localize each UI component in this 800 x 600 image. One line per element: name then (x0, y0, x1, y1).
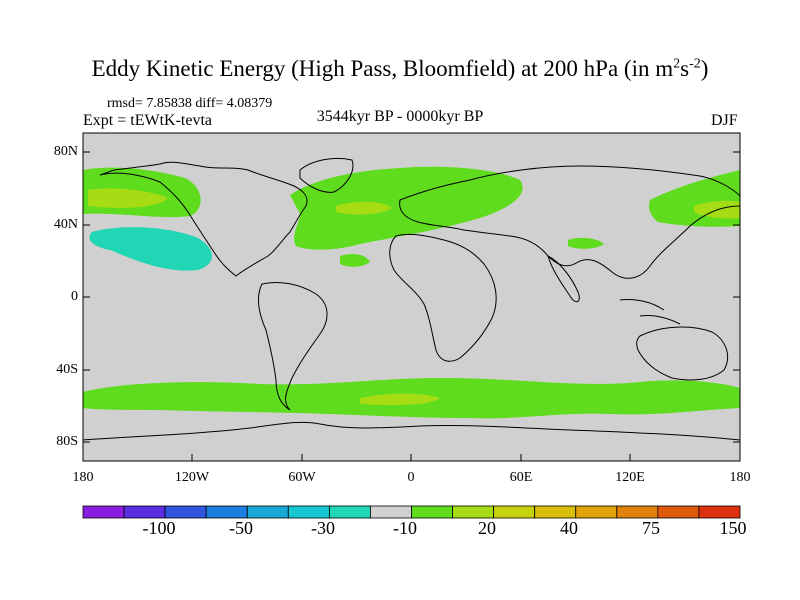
anomaly-region-asia-patch (568, 237, 604, 249)
coastline-india (547, 255, 580, 303)
colorbar-label: -50 (229, 518, 253, 538)
colorbar-swatch (452, 505, 495, 519)
coastline-south-america (258, 281, 328, 411)
colorbar-swatch (657, 505, 700, 519)
lon-label-0: 0 (407, 470, 415, 485)
lat-label-40s: 40S (56, 362, 78, 377)
colorbar-swatch (370, 505, 412, 519)
lon-label-180w: 180 (72, 470, 94, 485)
colorbar-swatch (616, 505, 659, 519)
colorbar-swatch (411, 505, 453, 519)
anomaly-region-n-atlantic (290, 166, 523, 250)
lon-label-120w: 120W (174, 470, 210, 485)
colorbar-swatch (534, 505, 577, 519)
colorbar-label: -30 (311, 518, 335, 538)
lon-ticks (82, 454, 741, 461)
colorbar-label: 40 (560, 518, 578, 538)
lon-label-60w: 60W (288, 470, 316, 485)
coastline-greenland (299, 157, 354, 193)
period-label: 3544kyr BP - 0000kyr BP (316, 108, 484, 125)
colorbar-swatch (123, 505, 166, 519)
colorbar-swatch (493, 505, 536, 519)
lon-label-60e: 60E (509, 470, 533, 485)
coastline-antarctica (83, 421, 740, 441)
coastline-australia (636, 326, 728, 381)
lat-label-40n: 40N (53, 217, 78, 232)
colorbar-label: 150 (719, 518, 747, 538)
colorbar-swatch (164, 505, 207, 519)
colorbar-swatch (575, 505, 618, 519)
colorbar-swatch (328, 505, 371, 519)
lon-label-180e: 180 (729, 470, 751, 485)
season-label: DJF (711, 112, 738, 129)
anomaly-region-n-atlantic-core (336, 201, 392, 215)
anomaly-region-southern-core (360, 393, 440, 406)
lon-label-120e: 120E (615, 470, 645, 485)
lat-label-80s: 80S (56, 434, 78, 449)
colorbar-label: 75 (642, 518, 660, 538)
lat-label-0: 0 (71, 289, 78, 304)
lat-ticks (83, 151, 740, 443)
colorbar-label: -100 (142, 518, 176, 538)
colorbar-swatch (698, 505, 741, 519)
experiment-label: Expt = tEWtK-tevta (83, 112, 212, 129)
coastline-north-america (99, 161, 308, 277)
anomaly-region-n-pacific-west-core (88, 188, 168, 208)
colorbar-swatch (246, 505, 289, 519)
map-title: Eddy Kinetic Energy (High Pass, Bloomfie… (91, 56, 709, 81)
lat-label-80n: 80N (53, 144, 78, 159)
colorbar-swatch (205, 505, 248, 519)
rmsd-diff-stats: rmsd= 7.85838 diff= 4.08379 (107, 96, 273, 111)
colorbar-label: -10 (393, 518, 417, 538)
colorbar-swatch (287, 505, 330, 519)
colorbar (82, 505, 741, 519)
coastlines (83, 157, 740, 441)
colorbar-swatch (82, 505, 125, 519)
colorbar-label: 20 (478, 518, 496, 538)
coastline-africa (389, 233, 497, 362)
anomaly-region-atlantic-patch (340, 254, 370, 267)
coastline-eurasia (399, 165, 740, 279)
coastline-se-asia (619, 299, 681, 325)
anomaly-field (83, 166, 740, 419)
anomaly-region-ne-pacific-negative (89, 227, 212, 271)
